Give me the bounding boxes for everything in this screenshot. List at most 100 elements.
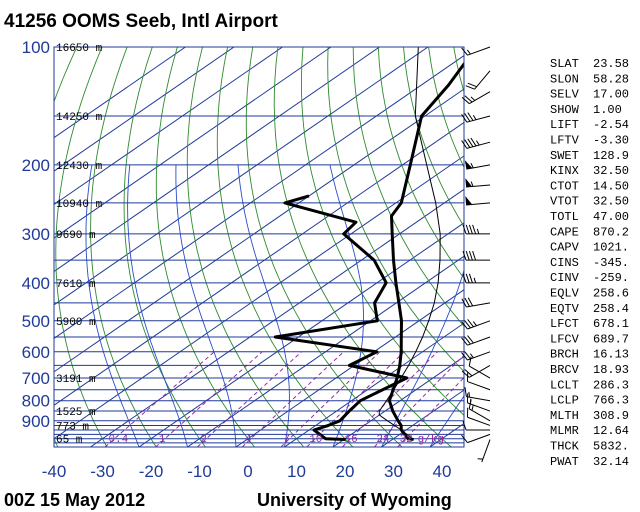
index-name: CAPV <box>550 241 580 255</box>
wind-barb <box>464 387 491 402</box>
wind-barb-flag <box>472 224 477 235</box>
wind-barb-staff <box>467 433 491 444</box>
mixing-ratio-line <box>155 351 263 447</box>
wind-barb <box>466 372 491 391</box>
index-name: LFCT <box>550 317 579 331</box>
wind-barb <box>461 335 491 346</box>
wind-barb-flag <box>461 337 468 346</box>
dry-adiabat-line <box>90 47 157 447</box>
wind-barb-flag <box>465 273 470 283</box>
isotherm-line <box>54 155 464 440</box>
temperature-tick-label: 20 <box>336 462 355 481</box>
temperature-tick-label: -20 <box>139 462 164 481</box>
height-labels: 16650 m 14250 m 12430 m 10940 m 9690 m 7610 m… <box>56 43 103 447</box>
mixing-ratio-line <box>397 376 464 447</box>
wind-barb <box>465 178 491 188</box>
wind-barb <box>461 91 491 105</box>
wind-barb-flag <box>461 96 470 105</box>
wind-barb <box>462 273 490 284</box>
wind-barb <box>461 351 491 361</box>
index-name: LFTV <box>550 134 580 148</box>
mixing-ratio-label: 32 <box>400 434 413 446</box>
pressure-tick-label: 300 <box>22 225 50 244</box>
isotherm-line <box>90 188 464 447</box>
wind-barb-flag <box>467 319 474 328</box>
wind-barb-half-flag <box>472 321 477 327</box>
isotherm-line <box>54 47 429 306</box>
wind-barb <box>461 46 491 56</box>
dewpoint-profile-line <box>273 194 409 441</box>
height-label: 7610 m <box>56 279 96 291</box>
wind-barb-flag <box>464 351 471 360</box>
index-value: 870.2 <box>593 225 629 239</box>
moist-adiabat-line <box>237 164 290 447</box>
wind-barb-flag <box>470 137 477 147</box>
isotherm-line <box>54 47 186 139</box>
index-value: 47.00 <box>593 210 629 224</box>
index-name: MLMR <box>550 424 579 438</box>
index-name: CINS <box>550 256 579 270</box>
index-name: SELV <box>550 88 580 102</box>
wind-barb-flag <box>462 273 467 283</box>
pressure-tick-label: 100 <box>22 38 50 57</box>
wind-barb <box>477 439 491 463</box>
wind-barb-flag <box>461 370 470 378</box>
wind-barb-flag <box>464 336 471 345</box>
temperature-tick-label: -10 <box>187 462 212 481</box>
wind-barb-staff <box>467 320 491 330</box>
height-label: 5900 m <box>56 317 96 329</box>
wind-barb-staff <box>466 141 491 149</box>
wind-barb-staff <box>467 381 491 391</box>
index-name: TOTL <box>550 210 579 224</box>
wind-barb-flag <box>465 250 470 261</box>
index-value: 689.7 <box>593 332 629 346</box>
wind-barb-flag <box>468 273 473 283</box>
dry-adiabat-line <box>123 47 206 447</box>
index-value: 23.58 <box>593 57 629 71</box>
moist-adiabat-line <box>429 395 464 447</box>
pressure-tick-label: 600 <box>22 343 50 362</box>
dry-adiabat-line <box>352 47 464 327</box>
pressure-tick-label: 500 <box>22 312 50 331</box>
index-name: VTOT <box>550 195 579 209</box>
wind-barb-staff <box>468 91 491 105</box>
temperature-axis: -40 -30 -20 -10 0 10 20 30 40 <box>42 462 452 481</box>
index-name: CTOT <box>550 179 579 193</box>
wind-barb <box>461 112 491 123</box>
dry-adiabat-line <box>377 47 464 279</box>
isotherm-line <box>54 47 332 239</box>
moist-adiabat-line <box>175 164 237 447</box>
index-value: 766.3 <box>593 394 629 408</box>
isotherm-line <box>54 47 380 273</box>
temperature-tick-label: -30 <box>90 462 115 481</box>
temperature-tick-label: -40 <box>42 462 67 481</box>
index-value: 58.28 <box>593 72 629 86</box>
moist-adiabat-line <box>381 268 464 447</box>
height-label: 3191 m <box>56 374 96 386</box>
wind-barb-staff <box>467 336 491 346</box>
dry-adiabat-line <box>155 47 255 447</box>
index-value: 1021. <box>593 241 629 255</box>
wind-barb-staff <box>466 115 491 123</box>
mixing-ratio-label: 10 <box>309 434 322 446</box>
index-name: EQTV <box>550 302 580 316</box>
index-value: 258.4 <box>593 302 629 316</box>
wind-barb-flag <box>468 250 473 261</box>
mixing-ratio-label: 7 <box>283 434 290 446</box>
index-name: THCK <box>550 440 580 454</box>
index-value: 16.13 <box>593 348 629 362</box>
index-name: SLAT <box>550 57 579 71</box>
data-source: University of Wyoming <box>257 490 452 510</box>
index-value: -2.54 <box>593 118 629 132</box>
temperature-tick-label: 0 <box>243 462 252 481</box>
wind-barb <box>464 160 491 170</box>
wind-barb-flag <box>467 138 474 148</box>
wind-barb-flag <box>461 298 467 308</box>
temperature-tick-label: 40 <box>433 462 452 481</box>
wind-barb-flag <box>462 250 467 261</box>
isotherm-line <box>332 356 464 447</box>
mixing-ratio-line <box>197 351 302 447</box>
wind-barb <box>461 364 491 378</box>
isotherm-lines <box>54 47 464 447</box>
